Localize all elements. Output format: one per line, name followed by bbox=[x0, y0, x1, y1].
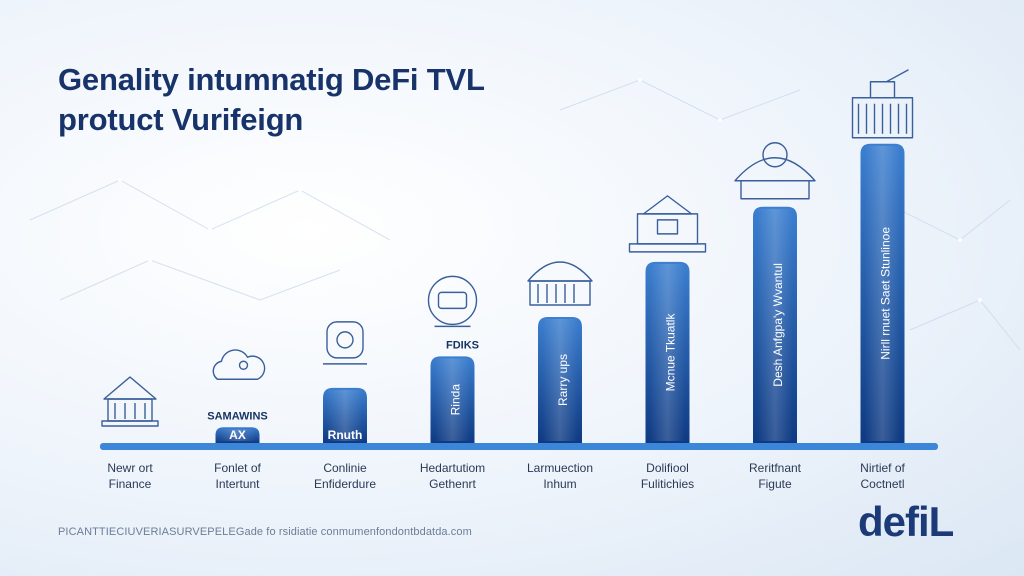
bar-highlight bbox=[434, 358, 471, 441]
temple-dome-icon bbox=[734, 142, 816, 200]
category-label-line: Dolifiool bbox=[646, 461, 689, 475]
lock-shield-icon bbox=[323, 321, 367, 365]
capitol-building-icon bbox=[527, 261, 593, 306]
category-label: Nirtief of Coctnetl bbox=[828, 460, 938, 492]
bar-highlight bbox=[542, 319, 578, 441]
category-label-line: Inhum bbox=[543, 477, 577, 491]
category-label: Hedartutiom Gethenrt bbox=[398, 460, 508, 492]
category-label: Larmuection Inhum bbox=[505, 460, 615, 492]
bar-highlight bbox=[219, 429, 256, 441]
category-label-line: Figute bbox=[758, 477, 792, 491]
bar-label: AX bbox=[229, 428, 246, 442]
bar-label: Rnuth bbox=[328, 428, 363, 442]
bar-label: Rarry ups bbox=[556, 354, 570, 406]
footnote: PICANTTIECIUVERIASURVEPELEGade fo rsidia… bbox=[58, 526, 472, 538]
government-building-icon bbox=[628, 195, 707, 253]
category-label-line: Conlinie bbox=[323, 461, 367, 475]
bar-label: Desh Anfgpa'y Wvantul bbox=[771, 263, 785, 387]
category-label-line: Intertunt bbox=[215, 477, 260, 491]
cloud-icon bbox=[212, 349, 266, 380]
category-label-line: Enfiderdure bbox=[313, 477, 377, 491]
bar-highlight bbox=[327, 389, 363, 441]
bar-label: Nirll rnuet Saet Stunlinoe bbox=[879, 227, 893, 360]
chart-baseline bbox=[100, 443, 938, 450]
category-label-line: Nirtief of bbox=[860, 461, 905, 475]
bar-annotation: FDIKS bbox=[446, 339, 479, 351]
chart-title: Genality intumnatig DeFi TVL protuct Vur… bbox=[58, 60, 485, 140]
chart-title-line-1: Genality intumnatig DeFi TVL bbox=[58, 62, 485, 97]
brand-logo: defiL bbox=[858, 498, 954, 545]
category-label-line: Finance bbox=[108, 477, 152, 491]
category-label-line: Newr ort bbox=[107, 461, 153, 475]
category-label-line: Hedartutiom bbox=[419, 461, 486, 475]
category-label-line: Gethenrt bbox=[429, 477, 476, 491]
bar-highlight bbox=[757, 208, 793, 441]
category-label: Conlinie Enfiderdure bbox=[290, 460, 400, 492]
category-label-line: Reritfnant bbox=[748, 461, 802, 475]
category-label-line: Coctnetl bbox=[860, 477, 905, 491]
category-label: Dolifiool Fulitichies bbox=[613, 460, 723, 492]
category-label-line: Larmuection bbox=[526, 461, 594, 475]
category-label: Fonlet of Intertunt bbox=[183, 460, 293, 492]
bar-highlight bbox=[864, 145, 901, 441]
vault-icon bbox=[427, 275, 478, 328]
category-label-line: Fulitichies bbox=[640, 477, 695, 491]
bank-building-icon bbox=[101, 376, 159, 427]
category-label: Reritfnant Figute bbox=[720, 460, 830, 492]
category-label: Newr ort Finance bbox=[75, 460, 185, 492]
bar-annotation: SAMAWINS bbox=[207, 410, 268, 422]
bar-label: Mcnue Tkuatlk bbox=[664, 313, 678, 392]
skyscraper-city-icon bbox=[851, 69, 914, 139]
bar-highlight bbox=[649, 263, 686, 441]
bar-label: Rinda bbox=[449, 384, 463, 416]
chart-title-line-2: protuct Vurifeign bbox=[58, 102, 304, 137]
category-label-line: Fonlet of bbox=[214, 461, 261, 475]
